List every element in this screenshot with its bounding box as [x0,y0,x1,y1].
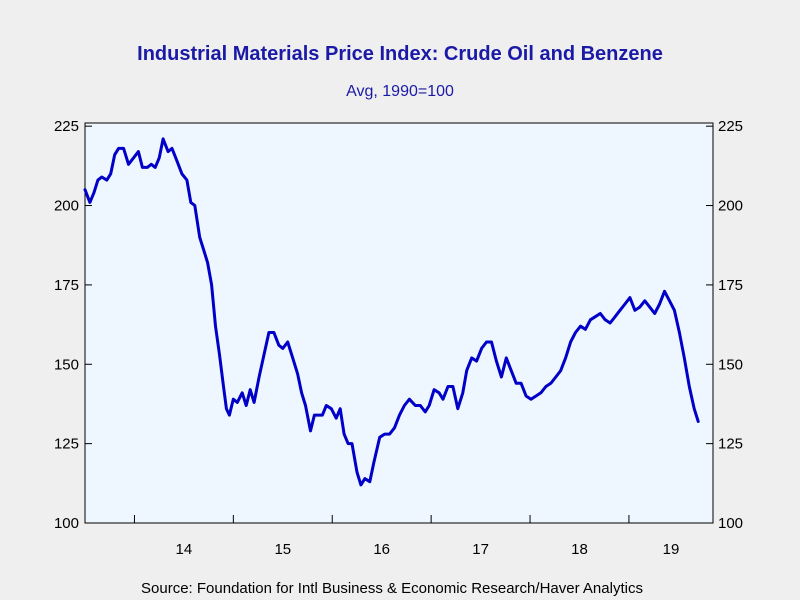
y-tick-label-left: 225 [54,118,79,135]
plot-area [84,122,714,524]
x-axis: 14 15 16 17 18 19 [133,515,680,558]
y-tick-label-right: 100 [718,515,743,532]
y-axis-left: 100 125 150 175 200 225 [54,118,92,532]
source-note: Source: Foundation for Intl Business & E… [141,580,643,597]
y-tick-label-left: 100 [54,515,79,532]
y-tick-label-right: 225 [718,118,743,135]
series-group [83,137,700,487]
y-tick-label-left: 125 [54,436,79,453]
x-tick-label: 18 [571,541,588,558]
y-tick-label-right: 150 [718,356,743,373]
y-tick-label-left: 150 [54,356,79,373]
series-line [83,137,700,487]
chart-subtitle: Avg, 1990=100 [346,83,454,100]
x-tick-label: 14 [176,541,193,558]
x-tick-label: 19 [663,541,680,558]
y-tick-label-right: 125 [718,436,743,453]
y-axis-right: 100 125 150 175 200 225 [706,118,743,532]
y-tick-label-right: 175 [718,277,743,294]
y-tick-label-left: 200 [54,198,79,215]
y-tick-label-right: 200 [718,198,743,215]
x-tick-label: 16 [373,541,390,558]
x-tick-label: 15 [274,541,291,558]
y-tick-label-left: 175 [54,277,79,294]
chart-title: Industrial Materials Price Index: Crude … [137,43,663,65]
x-tick-label: 17 [472,541,489,558]
